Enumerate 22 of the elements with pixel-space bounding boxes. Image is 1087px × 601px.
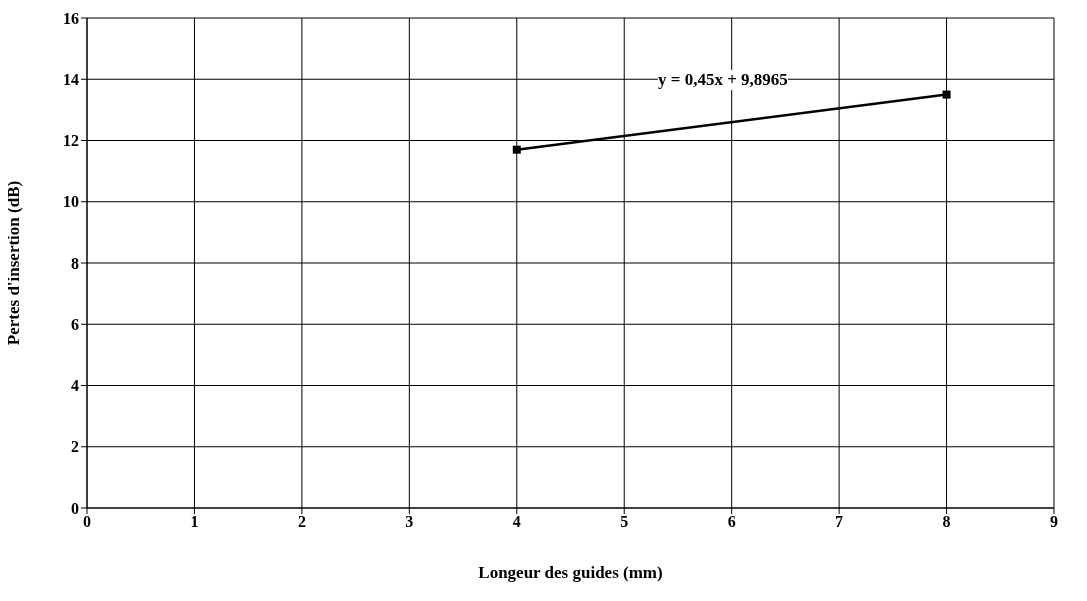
x-axis-title: Longeur des guides (mm) xyxy=(478,563,663,582)
y-tick-label: 16 xyxy=(63,9,79,27)
x-tick-label: 9 xyxy=(1050,513,1058,531)
x-tick-label: 8 xyxy=(942,513,951,531)
y-tick-label: 14 xyxy=(63,70,79,88)
y-tick-label: 2 xyxy=(71,438,79,456)
y-tick-label: 10 xyxy=(63,193,79,211)
x-tick-label: 6 xyxy=(727,513,736,531)
x-tick-label: 1 xyxy=(190,513,199,531)
y-tick-label: 4 xyxy=(71,377,79,395)
x-tick-label: 4 xyxy=(512,513,521,531)
x-tick-label: 0 xyxy=(83,513,91,531)
x-tick-label: 3 xyxy=(405,513,414,531)
annotation: y = 0,45x + 9,8965 xyxy=(658,70,788,90)
y-tick-label: 8 xyxy=(71,254,79,272)
x-tick-label: 7 xyxy=(835,513,844,531)
y-tick-label: 6 xyxy=(71,315,79,333)
y-axis-title: Pertes d'insertion (dB) xyxy=(4,180,24,346)
y-tick-label: 0 xyxy=(71,499,79,517)
y-tick-label: 12 xyxy=(63,132,79,150)
x-tick-label: 2 xyxy=(297,513,306,531)
x-tick-label: 5 xyxy=(620,513,629,531)
